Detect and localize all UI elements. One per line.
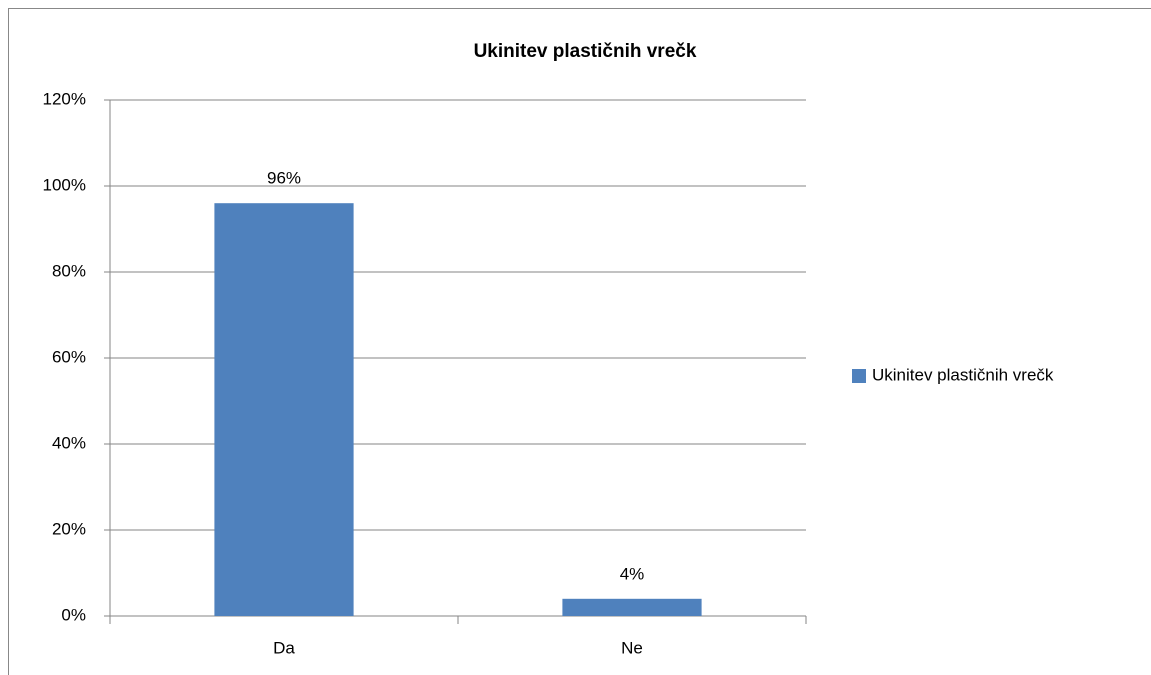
y-tick-label: 0% <box>61 605 86 624</box>
bar <box>562 598 702 616</box>
legend-swatch <box>852 369 866 383</box>
y-tick-label: 100% <box>43 175 86 194</box>
legend-label: Ukinitev plastičnih vrečk <box>872 365 1054 384</box>
y-tick-label: 80% <box>52 261 86 280</box>
chart-frame <box>8 8 1151 675</box>
data-label: 96% <box>267 169 301 188</box>
y-tick-label: 60% <box>52 347 86 366</box>
chart-title: Ukinitev plastičnih vrečk <box>474 41 697 62</box>
x-tick-label: Ne <box>621 638 643 657</box>
x-tick-label: Da <box>273 638 295 657</box>
y-tick-label: 120% <box>43 89 86 108</box>
bar <box>214 203 354 616</box>
y-tick-label: 20% <box>52 519 86 538</box>
y-tick-label: 40% <box>52 433 86 452</box>
data-label: 4% <box>620 564 645 583</box>
